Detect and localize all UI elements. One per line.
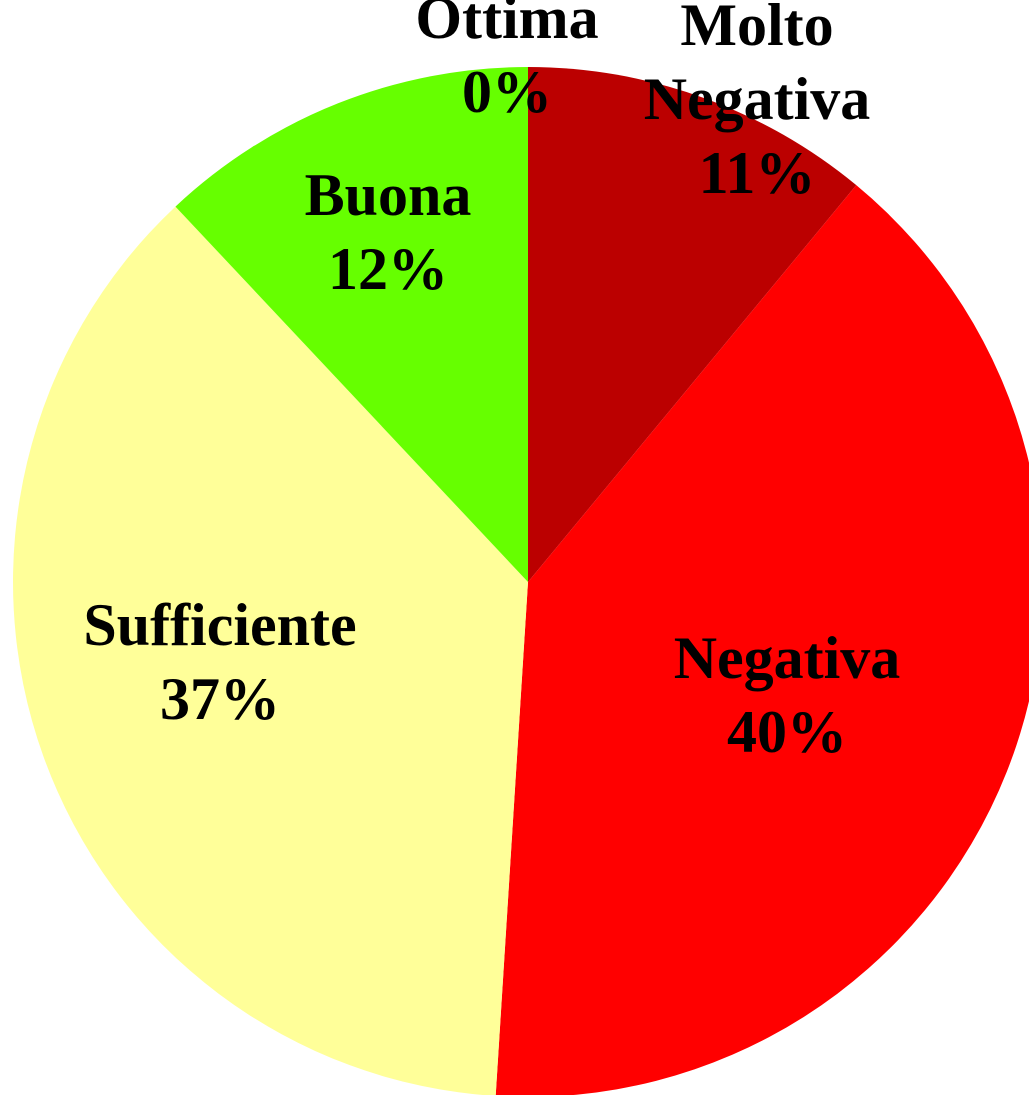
slice-label: Buona 12% (305, 162, 472, 302)
pie-slice (175, 67, 528, 582)
slice-category: Buona (305, 162, 472, 228)
slice-label: Molto Negativa 11% (644, 0, 871, 206)
slice-value-label: 11% (699, 140, 816, 206)
slice-category: Ottima (415, 0, 598, 51)
slice-value-label: 12% (328, 236, 448, 302)
slice-category: Sufficiente (83, 592, 356, 658)
slice-category: Molto Negativa (644, 0, 871, 132)
pie-slice (495, 185, 1029, 1095)
slice-value-label: 0% (462, 59, 552, 125)
slice-category: Negativa (674, 625, 901, 691)
pie-slice (528, 67, 857, 582)
slice-label: Sufficiente 37% (83, 592, 356, 732)
pie-slice (13, 206, 528, 1095)
slice-label: Negativa 40% (674, 625, 901, 765)
slice-value-label: 37% (160, 666, 280, 732)
slice-value-label: 40% (727, 699, 847, 765)
slice-label: Ottima 0% (415, 0, 598, 125)
